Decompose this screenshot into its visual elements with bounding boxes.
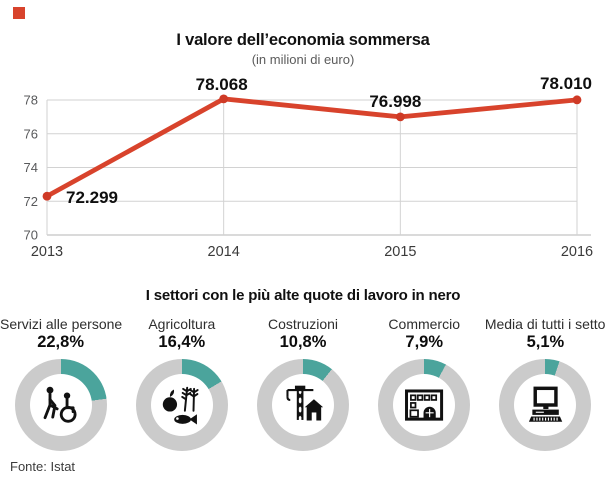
point-label: 76.998 xyxy=(369,92,421,111)
axis-tick-label: 72 xyxy=(24,194,38,209)
point-label: 78.010 xyxy=(540,74,592,93)
x-axis-label: 2016 xyxy=(561,244,593,260)
sector-name: Agricoltura xyxy=(148,316,216,332)
sector-column: Media di tutti i settori 5,1% xyxy=(485,316,606,451)
axis-tick-label: 76 xyxy=(24,126,38,141)
sector-percentage: 7,9% xyxy=(405,333,444,351)
sector-percentage: 10,8% xyxy=(279,333,327,351)
point-label: 78.068 xyxy=(196,75,248,94)
sector-name: Commercio xyxy=(388,316,460,332)
donut-chart xyxy=(499,359,592,451)
data-line xyxy=(44,96,580,199)
axis-tick-label: 78 xyxy=(24,93,38,108)
axis-tick-label: 70 xyxy=(24,228,38,243)
sector-percentage: 5,1% xyxy=(526,333,565,351)
sector-percentage: 16,4% xyxy=(158,333,206,351)
brand-mark xyxy=(13,7,25,19)
agriculture-icon xyxy=(162,386,199,425)
donut-hole xyxy=(150,374,213,436)
donut-chart xyxy=(14,359,107,451)
sector-column: Commercio 7,9% xyxy=(364,316,485,451)
data-point xyxy=(572,95,582,105)
storefront-icon xyxy=(405,389,444,421)
donut-chart xyxy=(257,359,349,451)
sector-column: Agricoltura 16,4% xyxy=(121,316,242,451)
donut-hole xyxy=(393,374,456,436)
line-chart-subtitle: (in milioni di euro) xyxy=(251,52,355,67)
sector-column: Costruzioni 10,8% xyxy=(242,316,363,451)
axis-tick-label: 74 xyxy=(24,160,38,175)
data-point xyxy=(42,191,52,201)
data-point xyxy=(219,94,229,104)
computer-icon xyxy=(529,386,563,422)
source-note: Fonte: Istat xyxy=(10,459,76,474)
x-axis-label: 2014 xyxy=(208,244,240,260)
line-chart-title: I valore dell’economia sommersa xyxy=(176,31,430,49)
x-axis-label: 2013 xyxy=(31,244,63,260)
donut-hole xyxy=(272,374,334,436)
sector-name: Costruzioni xyxy=(267,316,339,332)
wheelchair-icon xyxy=(43,386,77,423)
donut-hole xyxy=(514,374,577,436)
donut-chart xyxy=(135,359,228,451)
donut-charts-row: Servizi alle persone 22,8% Agricoltura 16,4… xyxy=(0,316,606,451)
sector-percentage: 22,8% xyxy=(37,333,84,351)
donut-hole xyxy=(29,374,92,436)
sector-name: Servizi alle persone xyxy=(0,316,123,332)
sector-column: Servizi alle persone 22,8% xyxy=(0,316,123,451)
sectors-title: I settori con le più alte quote di lavor… xyxy=(145,287,461,304)
line-chart: 70 72 74 76 78 2013 2014 2015 2016 72.299 78.068 76… xyxy=(24,74,594,260)
sector-name: Media di tutti i settori xyxy=(484,316,606,332)
data-point xyxy=(395,112,405,122)
donut-chart xyxy=(378,359,471,451)
x-axis-label: 2015 xyxy=(384,244,416,260)
crane-house-icon xyxy=(286,385,324,421)
point-label: 72.299 xyxy=(66,188,118,207)
